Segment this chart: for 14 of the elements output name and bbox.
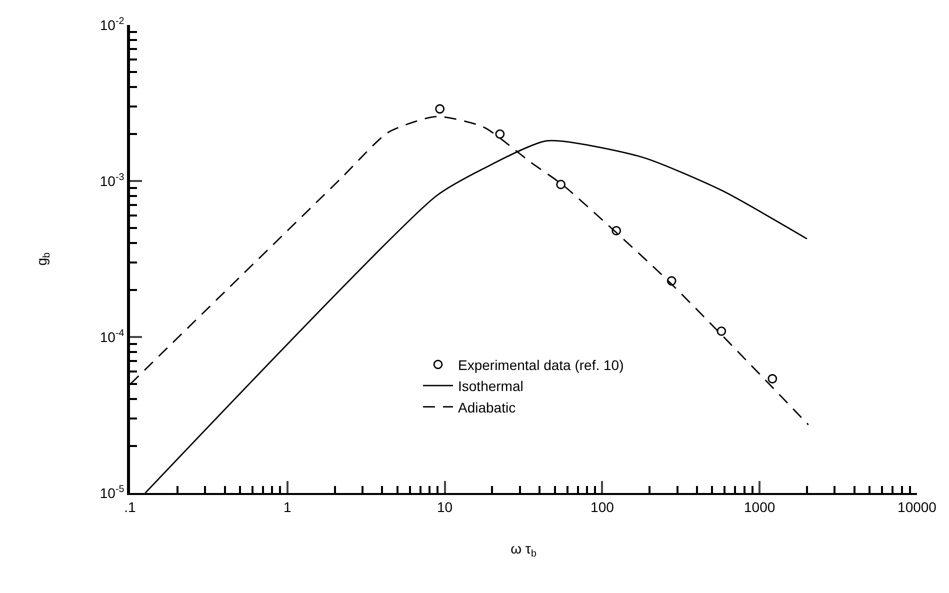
legend-label: Experimental data (ref. 10) xyxy=(458,356,624,373)
x-tick-label: 10000 xyxy=(898,498,937,515)
y-tick-label: 10$^{-2}$ xyxy=(100,16,124,33)
legend-label: Isothermal xyxy=(458,378,524,394)
y-tick-label: 10$^{-4}$ xyxy=(100,328,125,345)
x-tick-label: 1000 xyxy=(744,498,776,515)
x-axis-title: ω τ$_{b}$ xyxy=(510,540,537,560)
y-tick-label: 10$^{-3}$ xyxy=(100,172,125,189)
y-tick-label: 10$^{-5}$ xyxy=(100,484,125,501)
x-tick-label: 10 xyxy=(437,498,453,515)
x-tick-label: .1 xyxy=(124,498,136,515)
x-tick-label: 1 xyxy=(284,498,292,515)
legend-label: Adiabatic xyxy=(458,399,516,416)
x-tick-label: 100 xyxy=(590,498,614,515)
